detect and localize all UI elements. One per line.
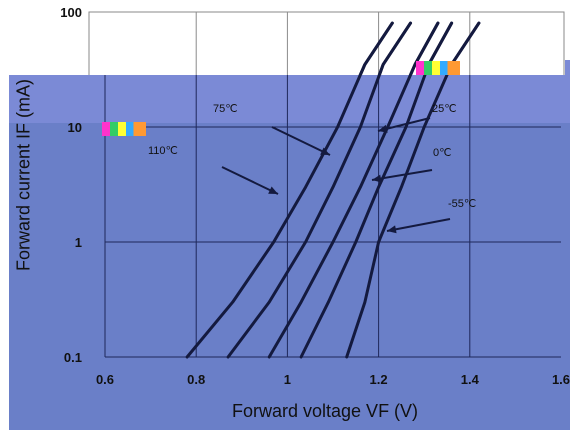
curve-label: 0℃ [433, 147, 451, 159]
annotation-arrowhead [372, 174, 382, 183]
annotation-arrow [271, 126, 331, 156]
y-tick-label: 100 [60, 5, 82, 20]
annotation-arrow [371, 169, 433, 181]
x-tick-label: 1.2 [370, 372, 388, 387]
x-tick-label: 1.4 [461, 372, 480, 387]
series-curve [185, 21, 394, 359]
glitch-artifact [102, 122, 146, 136]
overlay-band-light [9, 75, 570, 123]
x-axis-label: Forward voltage VF (V) [232, 401, 419, 421]
annotation-arrow [221, 166, 279, 195]
series-curve [226, 21, 412, 359]
overlay-band-dark [9, 123, 570, 430]
x-tick-label: 0.8 [187, 372, 205, 387]
annotation-arrowhead [320, 147, 330, 155]
annotation-arrow [386, 218, 451, 232]
x-tick-label: 0.6 [96, 372, 114, 387]
curve-label: 110℃ [148, 145, 178, 157]
x-tick-label: 1 [284, 372, 291, 387]
annotation-arrowhead [387, 225, 397, 234]
curve-label: 25℃ [432, 103, 457, 115]
curve-label: 75℃ [213, 103, 238, 115]
annotation-arrowhead [268, 186, 278, 194]
series-curve [267, 21, 440, 359]
glitch-artifact [416, 61, 460, 75]
y-tick-label: 0.1 [64, 350, 82, 365]
y-tick-label: 1 [75, 235, 82, 250]
y-axis-label: Forward current IF (mA) [13, 78, 34, 272]
overlay-strip [565, 60, 570, 76]
curve-label: -55℃ [448, 198, 476, 210]
annotation-arrowhead [378, 124, 388, 133]
y-tick-label: 10 [68, 120, 82, 135]
x-tick-label: 1.6 [552, 372, 570, 387]
